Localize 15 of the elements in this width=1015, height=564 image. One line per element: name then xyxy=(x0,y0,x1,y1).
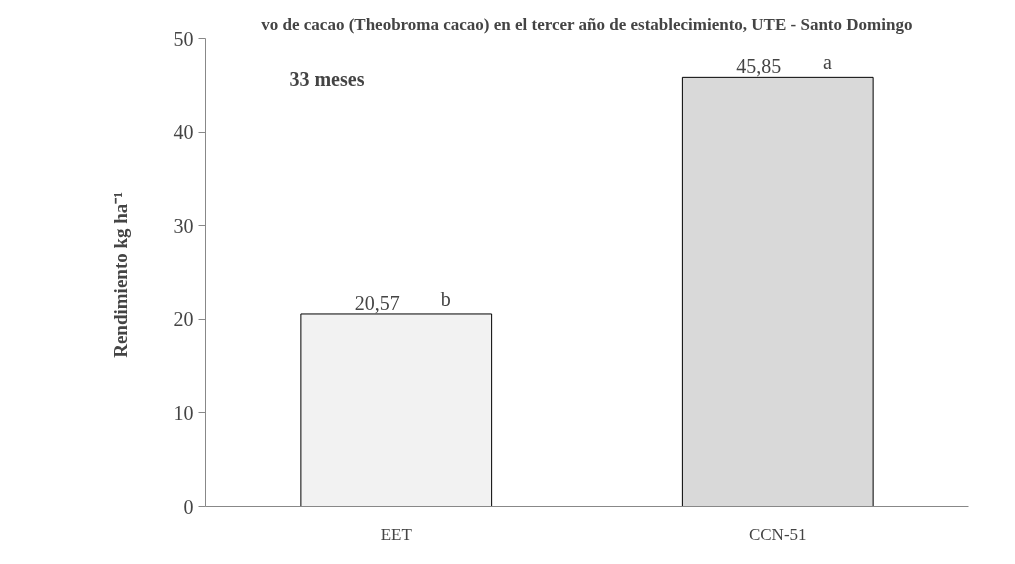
annotation: a xyxy=(822,51,832,74)
x-tick-label: EET xyxy=(380,524,413,544)
y-tick-label: 0 xyxy=(183,495,194,518)
y-tick-label: 20 xyxy=(173,308,194,331)
chart-title: vo de cacao (Theobroma cacao) en el tercer año de establecimiento, UTE - Santo Domingo xyxy=(261,14,913,34)
y-tick-label: 30 xyxy=(173,214,194,237)
y-tick-label: 50 xyxy=(173,27,194,50)
annotation: b xyxy=(440,287,451,310)
y-tick-label: 40 xyxy=(173,121,194,144)
y-axis-title: Rendimiento kg ha⁻¹ xyxy=(109,191,131,358)
y-tick-label: 10 xyxy=(173,401,194,424)
data-label: 20,57 xyxy=(354,291,400,314)
annotation: 33 meses xyxy=(289,67,365,90)
data-label: 45,85 xyxy=(736,55,782,78)
x-tick-label: CCN-51 xyxy=(748,524,807,544)
